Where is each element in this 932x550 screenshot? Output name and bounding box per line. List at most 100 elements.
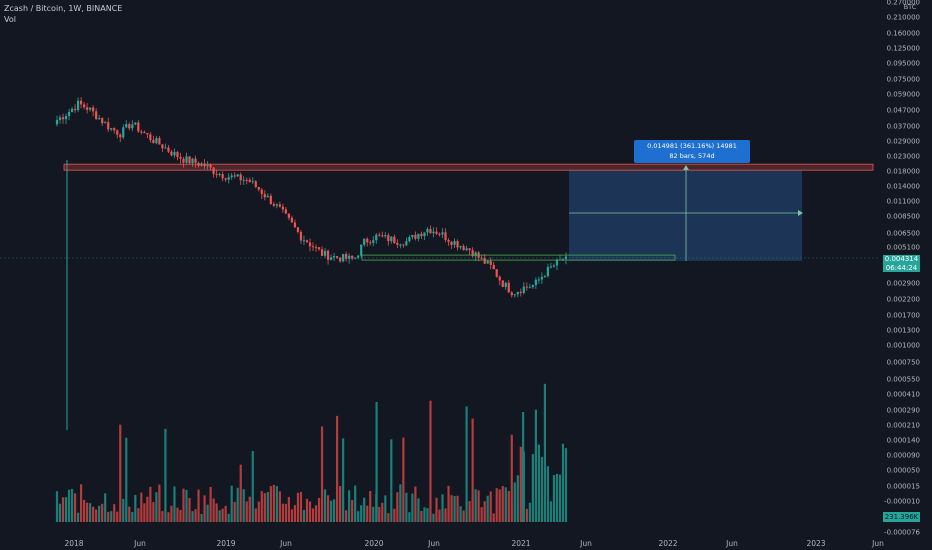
volume-bar xyxy=(408,512,411,522)
candle-body xyxy=(507,282,510,293)
candle-body xyxy=(227,177,230,180)
support-zone xyxy=(361,254,676,261)
price-tick-label: 0.001000 xyxy=(887,342,920,350)
candle-body xyxy=(200,163,203,166)
price-tick-label: 0.002900 xyxy=(887,280,920,288)
candle-body xyxy=(224,178,227,180)
volume-bar xyxy=(305,498,309,522)
chart-legend: Zcash / Bitcoin, 1W, BINANCE Vol xyxy=(4,3,122,25)
volume-bar xyxy=(263,493,266,522)
volume-bar xyxy=(290,509,294,522)
volume-bar xyxy=(206,504,209,522)
volume-bar xyxy=(191,511,194,522)
candle-body xyxy=(296,227,300,232)
candle-body xyxy=(432,231,435,234)
candle-body xyxy=(230,175,233,178)
candle-body xyxy=(89,107,92,110)
price-tick-label: 0.029000 xyxy=(887,138,920,146)
volume-bar xyxy=(239,464,242,522)
price-tick-label: 0.000210 xyxy=(887,422,920,430)
volume-bar xyxy=(465,406,468,522)
volume-bar xyxy=(161,511,164,522)
candle-body xyxy=(360,244,363,256)
candle-body xyxy=(405,241,408,246)
candle-body xyxy=(390,236,393,242)
volume-bar xyxy=(507,490,510,522)
volume-bar xyxy=(236,487,239,522)
price-tick-label: 0.125000 xyxy=(887,45,920,53)
candle-body xyxy=(149,134,152,140)
candle-body xyxy=(447,240,450,242)
candle-body xyxy=(206,164,209,167)
time-tick-label: 2020 xyxy=(364,539,383,548)
candle-body xyxy=(420,233,423,237)
volume-bar xyxy=(64,497,68,522)
price-tick-label: 0.000015 xyxy=(887,483,920,491)
volume-bar xyxy=(257,501,260,522)
candle-body xyxy=(107,122,110,130)
candle-body xyxy=(182,158,185,163)
volume-bar xyxy=(516,475,519,522)
volume-bar xyxy=(369,490,372,522)
volume-bar xyxy=(86,502,89,522)
candle-body xyxy=(375,234,378,241)
volume-bar xyxy=(73,493,77,522)
candle-body xyxy=(70,108,74,112)
candle-body xyxy=(381,235,384,237)
volume-bar xyxy=(561,443,565,522)
volume-bar xyxy=(396,492,399,522)
candle-body xyxy=(221,174,224,179)
candle-body xyxy=(278,204,281,207)
price-tick-label: 0.000750 xyxy=(887,359,920,367)
price-tick-label: 0.001700 xyxy=(887,312,920,320)
candle-body xyxy=(176,151,179,158)
volume-bar xyxy=(498,489,501,522)
candle-body xyxy=(543,276,547,278)
candle-body xyxy=(546,266,550,277)
candle-body xyxy=(215,173,218,175)
volume-bar xyxy=(134,494,137,522)
volume-bar xyxy=(95,509,98,522)
candle-body xyxy=(137,122,140,132)
candle-body xyxy=(281,206,284,210)
volume-bar xyxy=(155,492,158,522)
candle-body xyxy=(441,232,444,235)
volume-bar xyxy=(381,502,384,522)
candle-body xyxy=(299,231,303,241)
candle-body xyxy=(369,242,372,244)
volume-bar xyxy=(61,497,65,522)
candle-body xyxy=(122,127,125,138)
candle-body xyxy=(411,234,414,238)
volume-bar xyxy=(173,486,176,522)
candle-body xyxy=(387,235,390,242)
volume-bar xyxy=(329,500,333,522)
candle-body xyxy=(320,249,324,256)
candle-body xyxy=(552,265,556,267)
candle-body xyxy=(351,255,354,259)
volume-bar xyxy=(320,426,324,522)
candle-body xyxy=(308,242,312,247)
volume-bar xyxy=(417,498,420,522)
measure-arrow-up xyxy=(683,165,689,170)
candle-body xyxy=(248,179,251,183)
volume-bar xyxy=(429,400,432,522)
candle-body xyxy=(516,291,519,295)
time-tick-label: 2018 xyxy=(64,539,83,548)
volume-bar xyxy=(58,503,62,522)
volume-bar xyxy=(528,502,531,522)
candle-body xyxy=(483,257,486,264)
candle-body xyxy=(64,115,68,120)
volume-bar xyxy=(435,497,438,522)
time-tick-label: 2022 xyxy=(658,539,677,548)
candle-body xyxy=(251,181,254,183)
volume-bar xyxy=(254,508,257,522)
drawing-overlays xyxy=(0,163,880,261)
candle-body xyxy=(456,241,459,248)
volume-bar xyxy=(284,503,287,522)
candle-body xyxy=(266,195,269,198)
volume-bar xyxy=(299,491,303,522)
volume-bar xyxy=(323,489,327,522)
candle-body xyxy=(152,139,155,144)
price-tick-label: 0.000410 xyxy=(887,391,920,399)
